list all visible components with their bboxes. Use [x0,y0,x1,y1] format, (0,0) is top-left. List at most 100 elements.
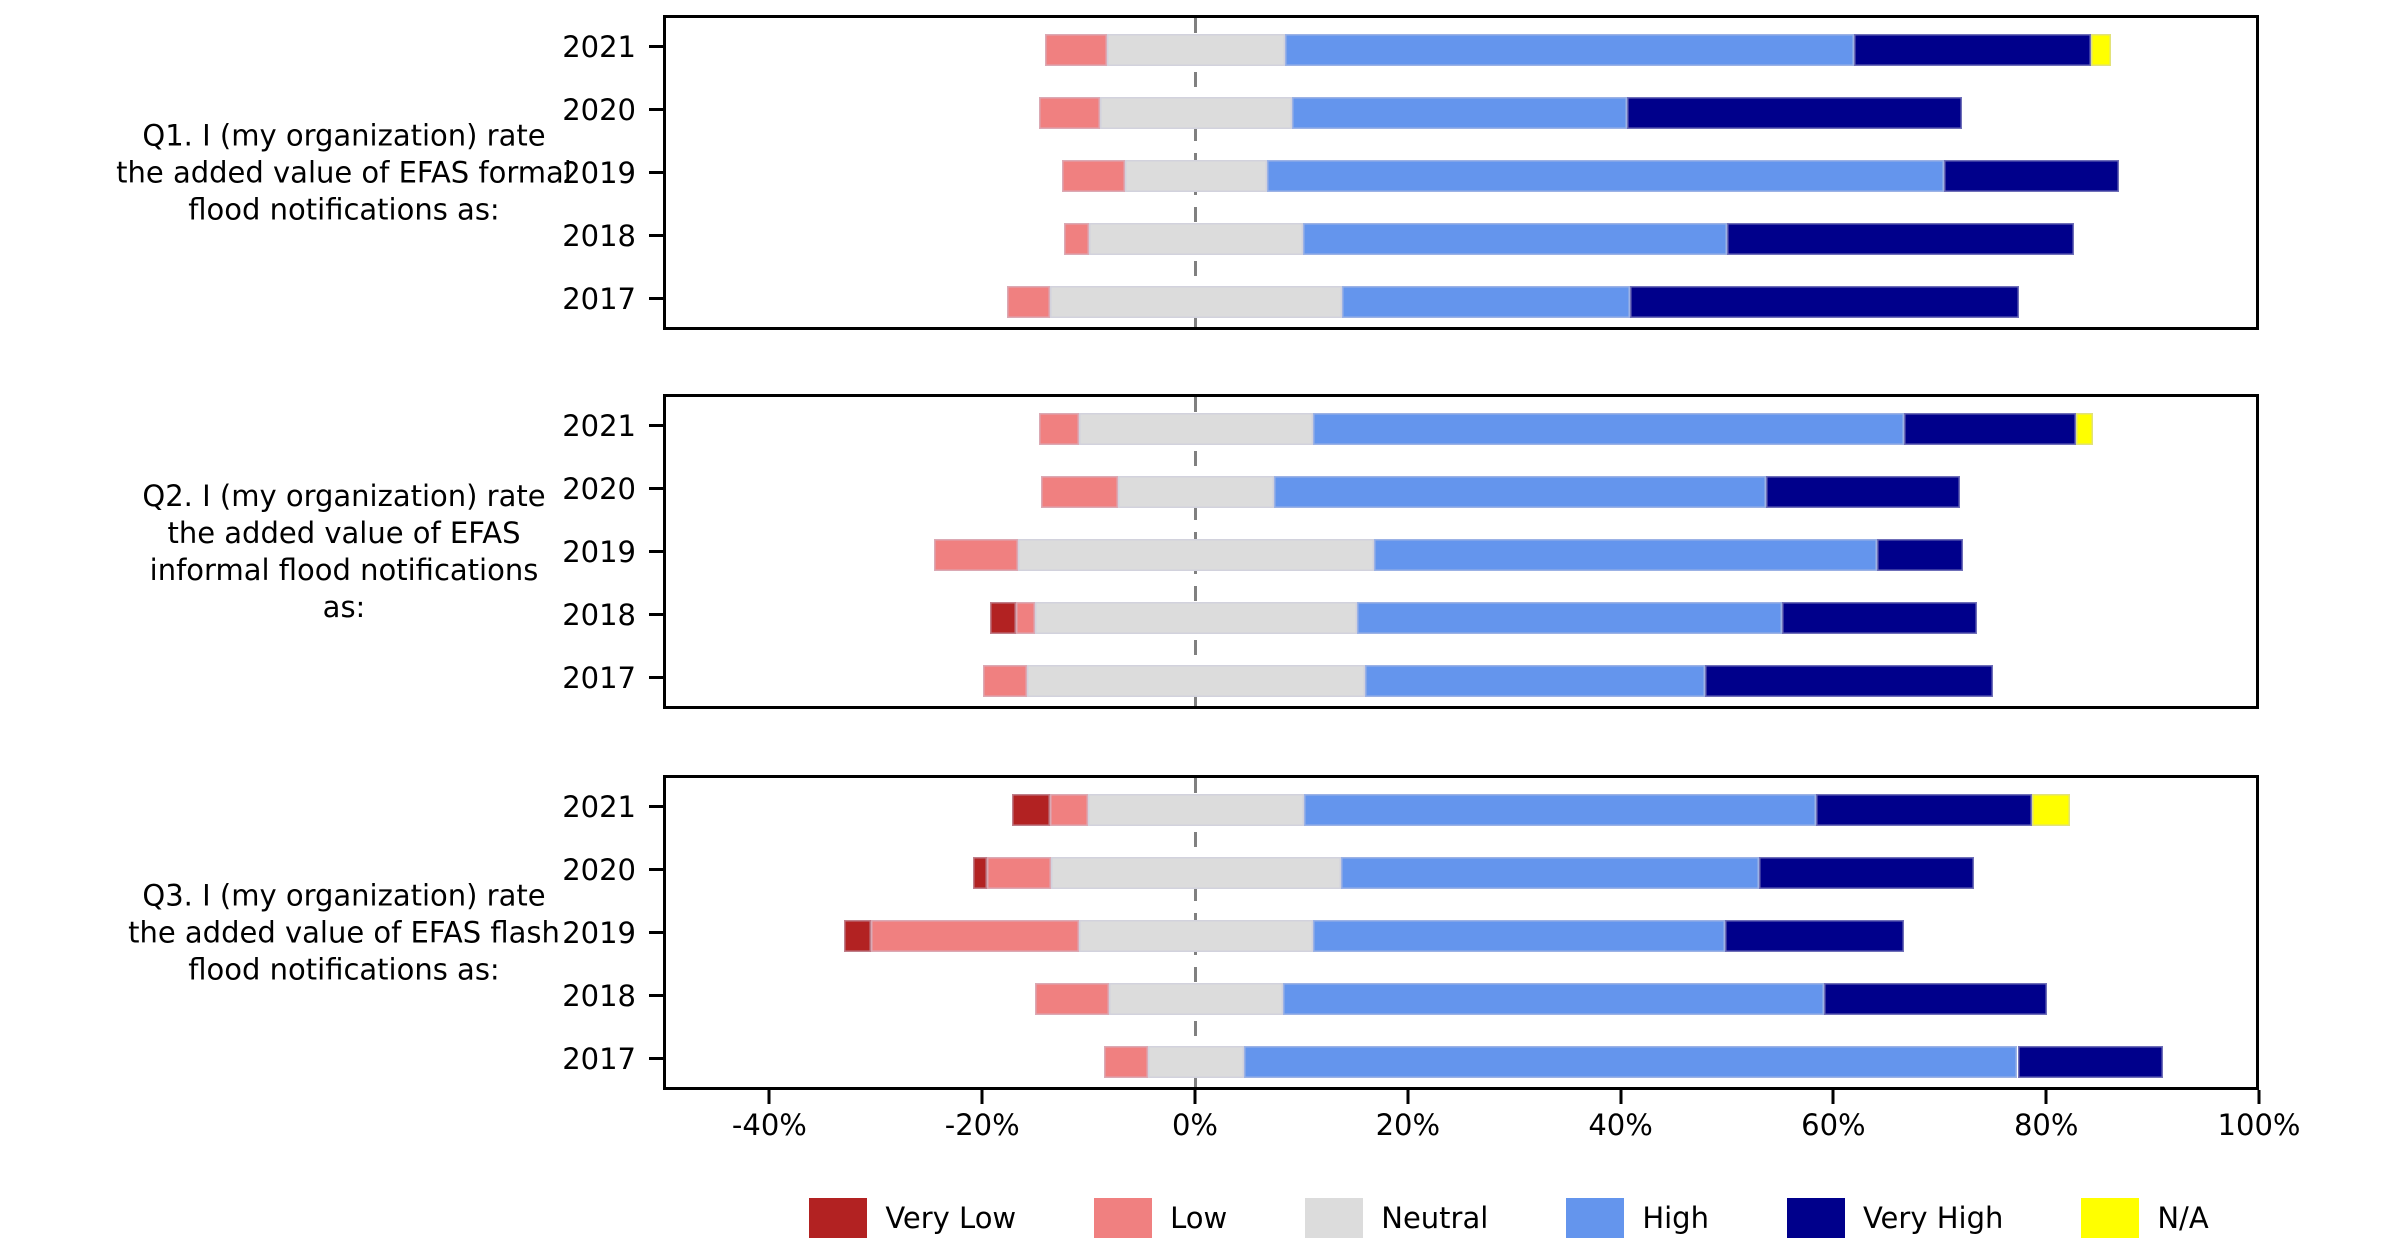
x-tick-label: 100% [2217,1108,2301,1142]
y-tick-mark [649,424,663,427]
legend-swatch-very-low [809,1198,868,1238]
y-tick-label: 2019 [562,534,636,569]
legend-item: Neutral [1305,1198,1488,1238]
bar-segment-neutral [1050,856,1342,889]
plot-area [663,394,2259,709]
y-tick-mark [649,234,663,237]
bar-segment-very-high [1766,475,1961,508]
bar-segment-low [871,919,1079,952]
bar-segment-na [2032,793,2071,826]
legend-item: N/A [2081,1198,2209,1238]
bar-segment-low [1015,601,1035,634]
bar-segment-neutral [1089,222,1303,255]
bar-segment-neutral [1078,412,1314,445]
bar-segment-neutral [1034,601,1358,634]
bar-segment-high [1267,159,1945,192]
y-tick-label: 2020 [562,852,636,887]
bar-segment-low [983,664,1027,697]
y-tick-label: 2021 [562,29,636,64]
y-tick-mark [649,550,663,553]
bar-segment-very-high [1630,285,2020,318]
y-tick-mark [649,297,663,300]
bar-segment-low [987,856,1051,889]
legend-label: Low [1170,1201,1228,1235]
bar-segment-very-high [2017,1045,2163,1078]
bar-segment-neutral [1099,96,1293,129]
x-tick-mark [980,1090,984,1104]
y-tick-label: 2018 [562,218,636,253]
x-tick-mark [2044,1090,2048,1104]
bar-segment-very-high [1627,96,1963,129]
x-tick-label: 60% [1801,1108,1866,1142]
y-tick-label: 2020 [562,92,636,127]
x-axis: -40% -20% 0% 20% 40% 60% 80% 100% [663,1090,2300,1160]
question-label: Q2. I (my organization) rate the added v… [142,478,546,624]
legend-item: Very Low [809,1198,1016,1238]
legend-swatch-na [2081,1198,2140,1238]
bar-segment-very-high [1705,664,1993,697]
bar-segment-very-high [1782,601,1978,634]
bar-segment-low [1064,222,1090,255]
legend-label: Neutral [1381,1201,1489,1235]
y-tick-label: 2017 [562,281,636,316]
y-tick-label: 2021 [562,408,636,443]
bar-segment-low [1044,33,1108,66]
y-tick-label: 2021 [562,789,636,824]
legend-label: Very High [1862,1201,2004,1235]
x-tick-label: 0% [1171,1108,1218,1142]
bar-segment-low [1049,793,1088,826]
legend-item: Low [1094,1198,1227,1238]
plot-area [663,15,2259,330]
bar-segment-high [1304,793,1817,826]
bar-segment-high [1274,475,1767,508]
bar-segment-neutral [1148,1045,1244,1078]
bar-segment-low [1035,982,1109,1015]
chart-panel-q3: Q3. I (my organization) rate the added v… [0,775,2391,1090]
x-tick-mark [767,1090,771,1104]
bar-segment-very-low [1011,793,1050,826]
y-tick-mark [649,994,663,997]
bar-segment-low [1041,475,1118,508]
bar-segment-very-high [1726,222,2075,255]
bar-segment-very-high [1725,919,1904,952]
bar-segment-neutral [1107,33,1285,66]
plot-area [663,775,2259,1090]
y-tick-label: 2017 [562,1041,636,1076]
bar-segment-very-high [1853,33,2092,66]
bar-segment-very-low [973,856,988,889]
x-tick-label: 80% [2013,1108,2079,1142]
y-tick-mark [649,171,663,174]
y-tick-mark [649,613,663,616]
y-tick-label: 2018 [562,597,636,632]
x-tick-label: 40% [1588,1108,1653,1142]
x-tick-label: 20% [1375,1108,1441,1142]
bar-segment-neutral [1050,285,1342,318]
bar-segment-neutral [1026,664,1366,697]
bar-segment-high [1302,222,1727,255]
chart-panel-q1: Q1. I (my organization) rate the added v… [0,15,2391,330]
bar-segment-very-high [1816,793,2033,826]
bar-segment-neutral [1117,475,1275,508]
y-tick-label: 2019 [562,155,636,190]
bar-segment-very-high [1903,412,2077,445]
legend-label: Very Low [885,1201,1017,1235]
bar-segment-neutral [1078,919,1314,952]
legend-item: Very High [1786,1198,2004,1238]
x-tick-mark [1619,1090,1623,1104]
bar-segment-high [1243,1045,2018,1078]
bar-segment-low [1103,1045,1149,1078]
y-tick-mark [649,931,663,934]
bar-segment-very-high [1824,982,2047,1015]
x-tick-mark [1406,1090,1410,1104]
y-tick-mark [649,45,663,48]
legend-item: High [1566,1198,1709,1238]
y-tick-mark [649,108,663,111]
y-tick-mark [649,676,663,679]
bar-segment-very-high [1944,159,2120,192]
bar-segment-neutral [1018,538,1374,571]
bar-segment-low [933,538,1019,571]
bar-segment-neutral [1087,793,1305,826]
bar-segment-na [2076,412,2094,445]
y-tick-label: 2020 [562,471,636,506]
bar-segment-high [1283,982,1825,1015]
